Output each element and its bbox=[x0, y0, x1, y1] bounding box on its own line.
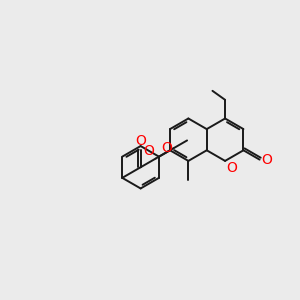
Text: O: O bbox=[144, 144, 154, 158]
Text: O: O bbox=[161, 141, 172, 155]
Text: O: O bbox=[262, 153, 272, 166]
Text: O: O bbox=[226, 161, 237, 176]
Text: O: O bbox=[135, 134, 146, 148]
